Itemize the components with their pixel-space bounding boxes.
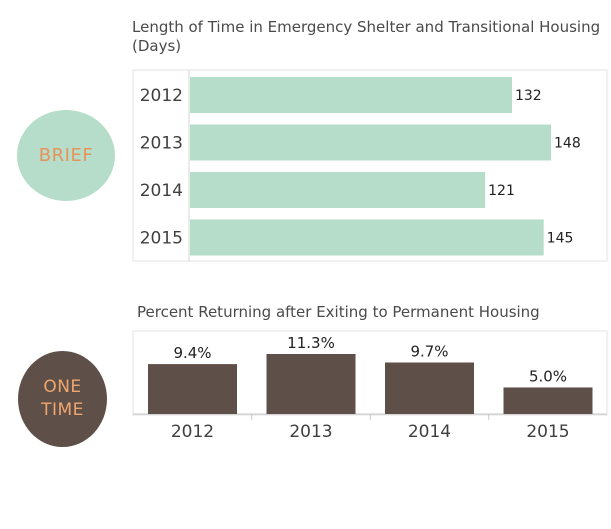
brief-badge-label: BRIEF	[38, 145, 94, 166]
chart2-tick-label-2014: 2014	[408, 422, 451, 442]
chart2-data-label-2014: 9.7%	[410, 342, 448, 360]
brief-badge: BRIEF	[17, 110, 115, 201]
chart2-tick-label-2012: 2012	[171, 422, 214, 442]
chart2-bar-2012	[148, 364, 237, 414]
chart2-tick-label-2015: 2015	[526, 422, 569, 442]
chart1-bar-2012	[190, 77, 512, 113]
chart1-data-label-2015: 145	[547, 231, 574, 247]
one-time-badge-line2: TIME	[41, 400, 84, 420]
percent-returning-chart-title: Percent Returning after Exiting to Perma…	[137, 303, 540, 321]
chart2-tick-label-2013: 2013	[289, 422, 332, 442]
chart1-tick-label-2015: 2015	[140, 229, 183, 249]
chart2-data-label-2012: 9.4%	[173, 344, 211, 362]
chart2-bar-2014	[385, 362, 474, 414]
chart2-data-label-2013: 11.3%	[287, 334, 335, 352]
chart2-data-label-2015: 5.0%	[529, 367, 567, 385]
chart1-frame	[132, 69, 608, 262]
chart2-bar-2015	[503, 387, 593, 414]
chart1-tick-label-2014: 2014	[140, 181, 183, 201]
chart1-data-label-2012: 132	[515, 88, 542, 104]
chart1-data-label-2014: 121	[488, 183, 515, 199]
one-time-badge-line1: ONE	[43, 377, 82, 397]
chart1-tick-label-2012: 2012	[140, 86, 183, 106]
one-time-badge-label: ONE TIME	[41, 376, 84, 422]
chart1-bar-2015	[190, 219, 544, 256]
chart1-bar-2014	[190, 172, 486, 208]
chart1-data-label-2013: 148	[554, 136, 581, 152]
chart1-tick-label-2013: 2013	[140, 134, 183, 154]
chart2-bar-2013	[266, 354, 356, 414]
length-of-time-chart-title: Length of Time in Emergency Shelter and …	[132, 18, 601, 55]
chart1-bar-2013	[190, 124, 551, 161]
one-time-badge: ONE TIME	[18, 351, 107, 447]
